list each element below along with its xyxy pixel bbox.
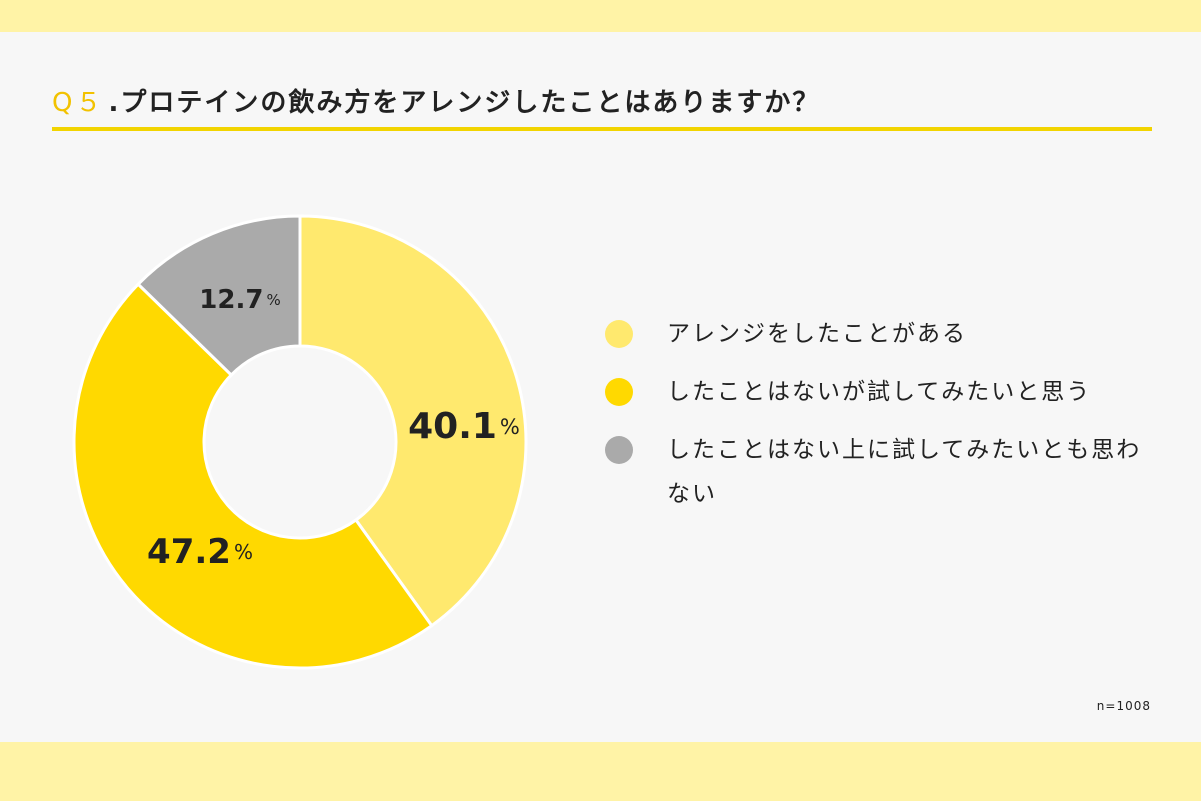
legend-swatch-not-interested (605, 436, 633, 464)
question-number: Q５ (52, 87, 105, 118)
donut-slice-2 (72, 282, 434, 670)
legend-swatch-arranged (605, 320, 633, 348)
legend-item-want-to-try: したことはないが試してみたいと思う (605, 370, 1165, 414)
donut-slice-3 (136, 214, 302, 378)
question-text: .プロテインの飲み方をアレンジしたことはありますか？ (108, 87, 821, 118)
top-band (0, 0, 1201, 32)
question-title: Q５ .プロテインの飲み方をアレンジしたことはありますか？ (52, 80, 1152, 120)
slice-label-1: 40.1% (408, 406, 520, 447)
slice-label-3: 12.7% (199, 285, 280, 315)
title-underline (52, 127, 1152, 131)
legend-label-not-interested: したことはない上に試してみたいとも思わない (667, 437, 1142, 507)
chart-legend: アレンジをしたことがある したことはないが試してみたいと思う したことはない上に… (605, 312, 1165, 530)
slice-label-2: 47.2% (147, 532, 253, 572)
legend-label-arranged: アレンジをしたことがある (667, 321, 967, 347)
legend-item-arranged: アレンジをしたことがある (605, 312, 1165, 356)
legend-swatch-want-to-try (605, 378, 633, 406)
bottom-band (0, 742, 1201, 801)
legend-label-want-to-try: したことはないが試してみたいと思う (667, 379, 1092, 405)
donut-slice-1 (298, 214, 528, 628)
legend-item-not-interested: したことはない上に試してみたいとも思わない (605, 428, 1165, 516)
sample-size-note: n=1008 (1096, 699, 1151, 713)
